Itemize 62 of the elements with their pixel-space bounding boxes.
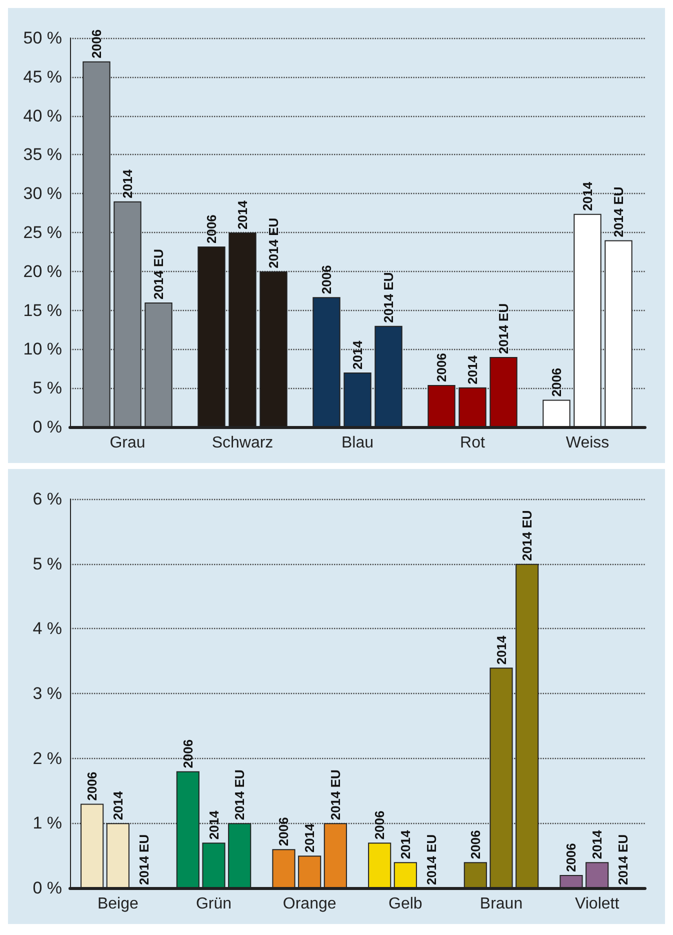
- y-tick-label: 2 %: [32, 748, 62, 768]
- text: 2006: [204, 214, 219, 244]
- y-tick-label: 6 %: [32, 490, 62, 508]
- x-tick-label: Beige: [97, 896, 138, 912]
- y-tick-label: 0 %: [32, 878, 62, 898]
- y-tick-label: 50 %: [23, 28, 62, 48]
- text: 2014 EU: [424, 834, 439, 885]
- text: 2014: [120, 168, 135, 198]
- text: 2014: [235, 200, 250, 230]
- text: 2006: [318, 265, 334, 294]
- text: 2014 EU: [232, 770, 248, 820]
- text: 2014: [110, 790, 126, 820]
- x-tick-label: Grau: [110, 434, 146, 452]
- text: 2014 EU: [611, 186, 626, 238]
- x-tick-label: Braun: [480, 896, 523, 912]
- y-tick-label: 30 %: [23, 184, 62, 204]
- text: 2014 EU: [328, 770, 343, 820]
- y-tick-label: 10 %: [23, 340, 62, 359]
- y-tick-label: 5 %: [32, 378, 62, 398]
- text: 2014 EU: [615, 834, 630, 885]
- y-tick-label: 5 %: [32, 554, 62, 574]
- y-tick-label: 4 %: [32, 619, 62, 638]
- text: 2014: [580, 182, 595, 211]
- text: 2014: [465, 355, 480, 384]
- x-tick-label: Rot: [460, 434, 486, 452]
- x-tick-label: Gelb: [388, 896, 422, 912]
- text: 2006: [180, 739, 196, 768]
- y-tick-label: 0 %: [32, 418, 62, 436]
- text: 2006: [468, 830, 483, 860]
- text: 2014: [398, 830, 413, 860]
- y-tick-label: 45 %: [23, 67, 62, 86]
- y-tick-label: 40 %: [23, 106, 62, 126]
- text: 2014 EU: [136, 834, 152, 885]
- text: 2014: [590, 830, 605, 860]
- text: 2006: [548, 368, 564, 397]
- x-tick-label: Blau: [341, 434, 374, 452]
- x-tick-label: Violett: [574, 896, 620, 912]
- text: 2006: [84, 772, 100, 801]
- x-tick-label: Weiss: [566, 434, 610, 452]
- text: 2014 EU: [496, 303, 512, 354]
- text: 2006: [564, 843, 579, 872]
- text: 2014 EU: [266, 218, 282, 268]
- y-tick-label: 35 %: [23, 145, 62, 164]
- text: 2014: [206, 810, 222, 840]
- text: 2006: [434, 353, 449, 382]
- text: 2006: [276, 817, 292, 846]
- text: 2014: [350, 340, 365, 370]
- y-tick-label: 25 %: [23, 223, 62, 242]
- y-tick-label: 3 %: [32, 684, 62, 703]
- y-tick-label: 15 %: [23, 300, 62, 320]
- x-tick-label: Grün: [196, 896, 232, 912]
- y-tick-label: 1 %: [32, 814, 62, 833]
- text: 2014 EU: [151, 248, 166, 300]
- text: 2014 EU: [381, 272, 396, 323]
- y-tick-label: 20 %: [23, 262, 62, 281]
- text: 2014: [302, 824, 318, 853]
- x-tick-label: Orange: [282, 896, 336, 912]
- text: 2006: [372, 810, 388, 840]
- x-tick-label: Schwarz: [212, 434, 274, 452]
- text: 2014 EU: [520, 510, 535, 561]
- text: 2006: [88, 29, 104, 58]
- text: 2014: [494, 636, 509, 665]
